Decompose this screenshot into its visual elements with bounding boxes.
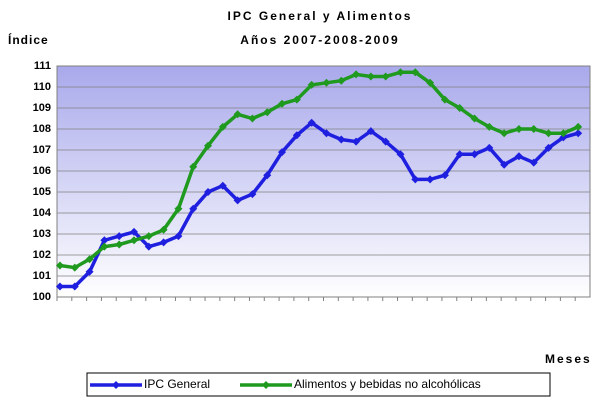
point <box>218 122 227 131</box>
point <box>411 175 420 184</box>
legend-marker <box>262 381 270 389</box>
x-axis-label: Meses <box>545 352 592 366</box>
point <box>322 129 331 138</box>
point <box>189 162 198 171</box>
point <box>500 129 509 138</box>
point <box>263 108 272 117</box>
point <box>455 104 464 112</box>
point <box>455 150 464 159</box>
point <box>85 267 94 276</box>
point <box>144 242 153 251</box>
point <box>559 133 568 142</box>
point <box>204 188 213 196</box>
point <box>144 232 153 241</box>
chart-subtitle: Años 2007-2008-2009 <box>240 33 399 47</box>
point <box>396 150 405 159</box>
point <box>55 261 64 270</box>
legend-label: Alimentos y bebidas no alcohólicas <box>294 377 481 391</box>
chart-title: IPC General y Alimentos <box>228 9 413 23</box>
y-tick-label: 108 <box>33 123 51 135</box>
legend-marker <box>112 381 120 389</box>
point <box>440 171 449 180</box>
y-tick-label: 106 <box>33 165 51 177</box>
point <box>500 160 509 169</box>
point <box>381 137 390 146</box>
point <box>426 78 435 87</box>
point <box>322 78 331 87</box>
point <box>352 137 361 146</box>
point <box>263 171 272 180</box>
point <box>337 135 346 144</box>
point <box>514 125 523 133</box>
legend <box>86 372 551 397</box>
point <box>470 150 479 159</box>
point <box>70 263 79 272</box>
point <box>100 242 109 251</box>
point <box>366 72 375 81</box>
point <box>544 129 553 138</box>
point <box>248 190 257 199</box>
point <box>174 204 183 213</box>
y-tick-label: 101 <box>33 270 51 282</box>
point <box>366 127 375 136</box>
point <box>337 76 346 85</box>
point <box>233 110 242 119</box>
point <box>292 131 301 140</box>
point <box>514 152 523 161</box>
point <box>485 122 494 131</box>
point <box>485 143 494 152</box>
point <box>115 232 124 241</box>
point <box>381 72 390 81</box>
y-tick-label: 103 <box>33 228 51 240</box>
point <box>174 232 183 241</box>
point <box>396 68 405 77</box>
point <box>559 129 568 138</box>
point <box>129 227 138 236</box>
point <box>529 125 538 133</box>
y-tick-label: 104 <box>33 207 52 219</box>
point <box>159 225 168 234</box>
y-tick-label: 102 <box>33 249 51 261</box>
point <box>55 282 64 291</box>
y-tick-label: 105 <box>33 186 51 198</box>
point <box>470 114 479 123</box>
point <box>115 240 124 249</box>
point <box>352 70 361 79</box>
y-tick-label: 109 <box>33 102 51 114</box>
plot-area <box>56 65 591 298</box>
y-axis-label: Índice <box>8 32 49 47</box>
point <box>218 181 227 190</box>
y-tick-label: 110 <box>33 81 51 93</box>
point <box>85 255 94 264</box>
point <box>307 118 316 127</box>
point <box>189 204 198 213</box>
point <box>440 95 449 104</box>
point <box>574 122 583 131</box>
point <box>307 80 316 89</box>
y-tick-label: 111 <box>34 60 51 72</box>
point <box>204 141 213 150</box>
point <box>248 114 257 123</box>
point <box>544 143 553 152</box>
legend-label: IPC General <box>144 377 210 391</box>
point <box>100 236 109 245</box>
point <box>574 129 583 138</box>
point <box>411 68 420 77</box>
series-line <box>59 120 579 289</box>
y-tick-label: 100 <box>33 291 51 303</box>
point <box>159 238 168 247</box>
point <box>278 148 287 157</box>
point <box>426 175 435 184</box>
point <box>233 196 242 205</box>
point <box>529 158 538 167</box>
point <box>292 95 301 104</box>
point <box>129 236 138 245</box>
point <box>70 282 79 291</box>
y-tick-label: 107 <box>33 144 51 156</box>
point <box>278 99 287 108</box>
